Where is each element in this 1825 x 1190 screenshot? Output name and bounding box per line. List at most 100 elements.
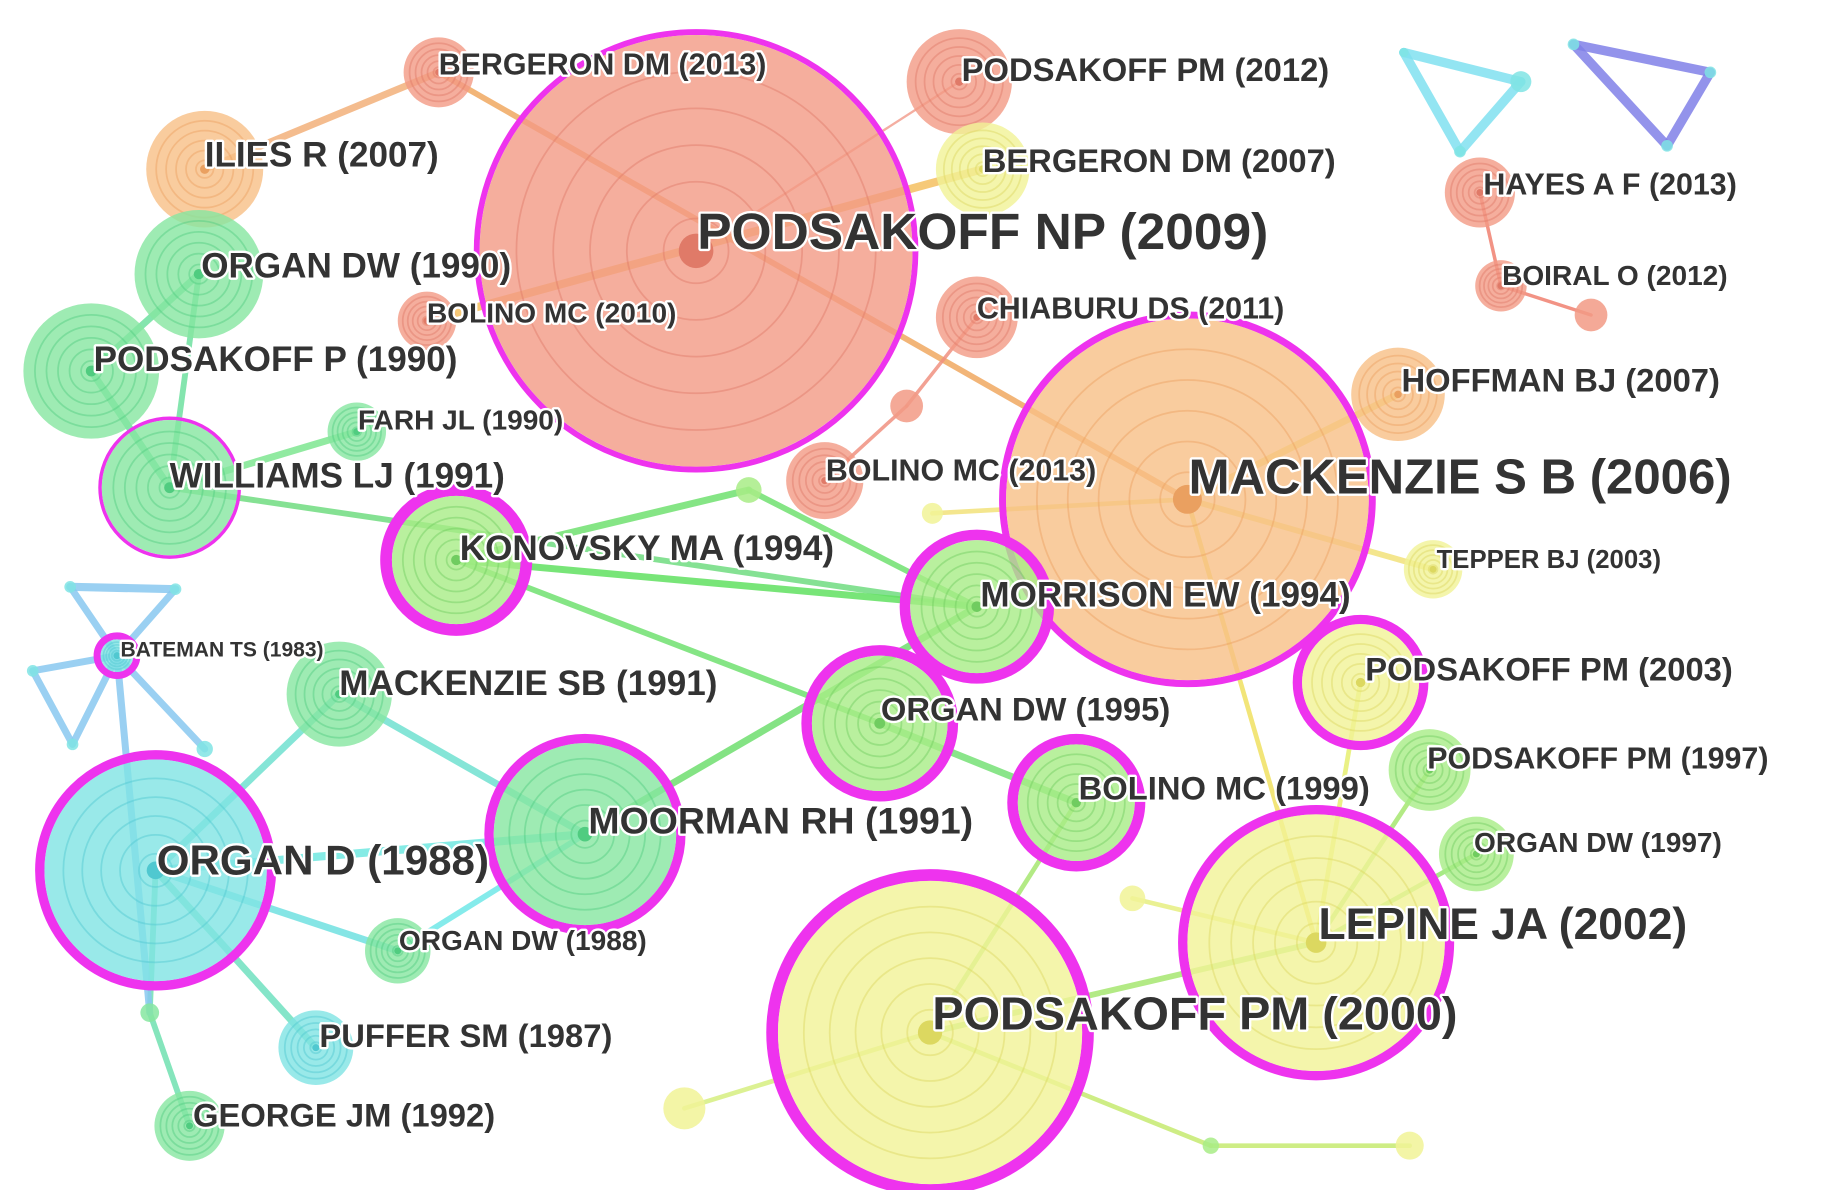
- node-tree-ring: [1394, 735, 1465, 805]
- node-label: HOFFMAN BJ (2007): [1402, 361, 1720, 398]
- node-tree-ring: [804, 460, 845, 501]
- node-tree-ring: [57, 336, 126, 406]
- node-tree-ring: [1449, 162, 1510, 223]
- node-tree-ring: [1390, 386, 1406, 403]
- node-tree-ring: [791, 447, 858, 514]
- node-tree-ring: [539, 788, 631, 880]
- node-tree-ring: [1467, 180, 1492, 205]
- node-tree-ring: [1208, 835, 1424, 1051]
- node-center: [85, 365, 97, 377]
- minor-node: [1395, 1131, 1424, 1160]
- node-tree-ring: [380, 933, 415, 968]
- node-tree-ring: [177, 1113, 202, 1138]
- node-ring: [380, 484, 533, 636]
- node-tree-ring: [100, 815, 211, 926]
- node-tree-ring: [391, 945, 404, 957]
- node-tree-ring: [408, 42, 469, 103]
- node-tree-ring: [1366, 362, 1430, 427]
- node-ring: [1178, 805, 1455, 1081]
- node-tree-ring: [283, 1015, 348, 1080]
- minor-node: [890, 389, 924, 423]
- node-tree-ring: [1097, 409, 1278, 589]
- node-tree-ring: [1422, 763, 1437, 777]
- node-ring: [801, 645, 959, 802]
- node-tree-ring: [1159, 471, 1216, 528]
- node-tree-ring: [950, 72, 969, 91]
- node-label: MACKENZIE S B (2006): [1189, 451, 1732, 505]
- node-tree-ring: [948, 289, 1005, 346]
- node-center: [435, 68, 443, 76]
- node-tree-ring: [570, 819, 600, 849]
- node-center: [1429, 565, 1437, 573]
- node-tree-ring: [423, 527, 489, 593]
- node-tree-ring: [411, 305, 443, 337]
- minor-node: [1510, 71, 1532, 93]
- node-tree-ring: [177, 252, 221, 296]
- node-tree-ring: [188, 263, 210, 285]
- node-tree-ring: [406, 300, 448, 341]
- node-tree-ring: [1066, 379, 1308, 620]
- node-label: MOORMAN RH (1991): [588, 800, 973, 842]
- node-tree-ring: [62, 777, 249, 964]
- node-center: [577, 826, 593, 842]
- minor-node: [64, 581, 77, 593]
- node-tree-ring: [414, 48, 463, 97]
- node-tree-ring: [1382, 378, 1414, 411]
- node-tree-ring: [1274, 900, 1359, 985]
- node-label: ORGAN DW (1990): [201, 247, 511, 286]
- minor-node: [1119, 885, 1146, 912]
- node-center: [186, 1122, 194, 1130]
- node-tree-ring: [426, 60, 451, 85]
- node-tree-ring: [375, 928, 421, 974]
- node-tree-ring: [321, 676, 357, 712]
- node-label: BOLINO MC (2013): [826, 455, 1096, 488]
- node-tree-ring: [135, 453, 204, 522]
- node-label: ORGAN DW (1995): [881, 690, 1170, 727]
- minor-node: [1661, 140, 1673, 152]
- node-tree-ring: [1036, 348, 1339, 651]
- node-tree-ring: [798, 454, 852, 507]
- node-label: BOLINO MC (1999): [1079, 770, 1370, 807]
- node-tree-ring: [165, 1101, 214, 1150]
- node-tree-ring: [166, 241, 232, 307]
- minor-node: [26, 665, 39, 677]
- minor-node: [1399, 47, 1409, 58]
- node-label: BATEMAN TS (1983): [120, 639, 323, 662]
- node-tree-ring: [45, 325, 137, 417]
- minor-node: [1202, 1137, 1220, 1154]
- node-center: [113, 652, 121, 660]
- node-tree-ring: [1340, 662, 1381, 703]
- node-tree-ring: [1461, 174, 1498, 211]
- node-label: ORGAN D (1988): [157, 836, 489, 883]
- node-tree-ring: [1487, 272, 1515, 300]
- node-tree-ring: [965, 595, 988, 618]
- node-tree-ring: [309, 1041, 323, 1055]
- node-tree-ring: [112, 430, 227, 545]
- node-center: [335, 689, 344, 699]
- node-label: PODSAKOFF NP (2009): [697, 202, 1268, 260]
- node-center: [1394, 390, 1402, 399]
- node-tree-ring: [906, 1008, 954, 1057]
- node-ring: [899, 529, 1055, 684]
- node-tree-ring: [81, 796, 230, 945]
- node-ring: [35, 750, 277, 991]
- node-tree-ring: [123, 442, 216, 534]
- node-tree-ring: [625, 180, 767, 321]
- node-tree-ring: [165, 129, 245, 209]
- node-tree-ring: [34, 313, 149, 429]
- node-center: [821, 477, 829, 485]
- node-tree-ring: [811, 467, 838, 494]
- node-tree-ring: [974, 161, 991, 178]
- node-center: [1305, 932, 1327, 953]
- node-tree-ring: [1321, 643, 1401, 722]
- minor-node: [1704, 66, 1717, 79]
- node-tree-ring: [857, 700, 903, 746]
- node-ring: [93, 632, 141, 680]
- node-center: [312, 1044, 320, 1052]
- edge: [29, 667, 77, 748]
- node-tree-ring: [434, 538, 478, 582]
- node-tree-ring: [966, 153, 999, 185]
- edge: [1568, 39, 1716, 78]
